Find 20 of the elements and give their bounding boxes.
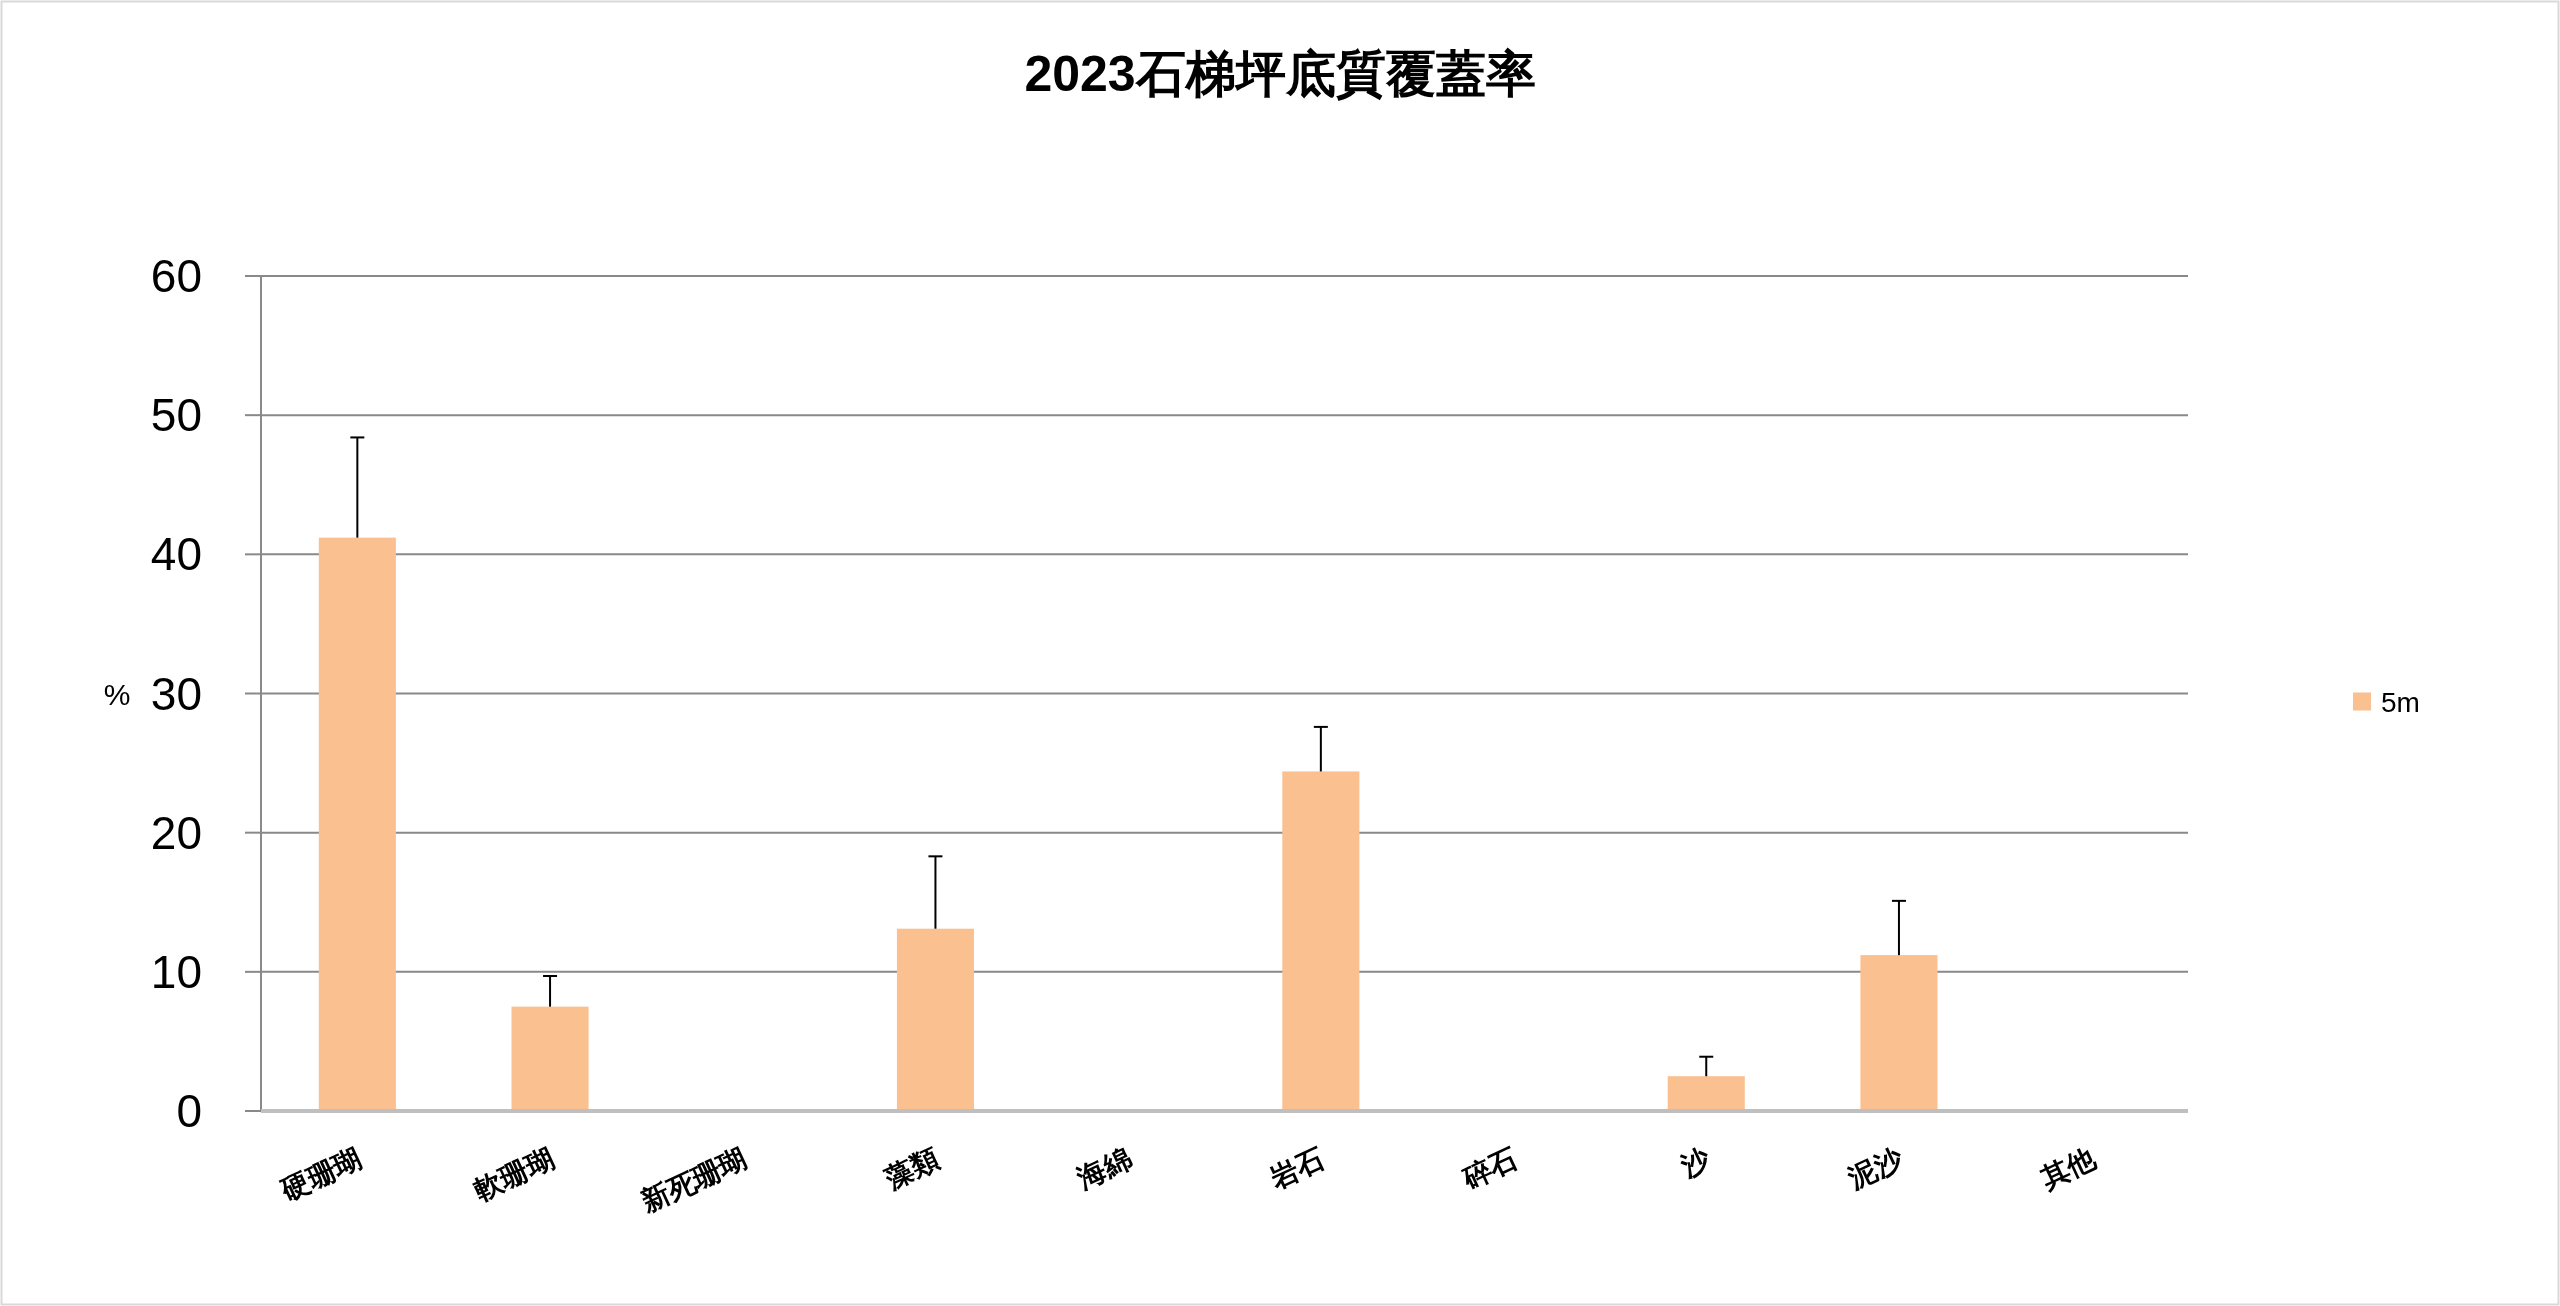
x-tick-label: 藻類 (879, 1142, 944, 1195)
y-axis-title: % (103, 677, 131, 711)
chart-title: 2023石梯坪底質覆蓋率 (1024, 46, 1536, 102)
x-tick-label: 泥沙 (1842, 1141, 1909, 1195)
y-tick-label: 60 (150, 250, 202, 302)
x-tick-label: 新死珊瑚 (635, 1142, 752, 1219)
x-tick-label: 海綿 (1071, 1142, 1137, 1195)
y-tick-label: 0 (176, 1085, 202, 1137)
y-tick-label: 20 (150, 806, 202, 859)
y-tick-label: 40 (150, 528, 202, 581)
y-tick-label: 50 (150, 389, 202, 442)
x-tick-label: 沙 (1675, 1141, 1716, 1183)
legend-label: 5m (2381, 686, 2420, 718)
x-tick-label: 岩石 (1264, 1142, 1330, 1195)
x-tick-label: 硬珊瑚 (275, 1142, 366, 1207)
x-tick-label: 軟珊瑚 (469, 1142, 559, 1206)
x-tick-label: 其他 (2035, 1141, 2102, 1195)
y-tick-label: 10 (150, 945, 202, 998)
y-tick-label: 30 (150, 667, 202, 720)
x-tick-label: 碎石 (1457, 1142, 1523, 1195)
